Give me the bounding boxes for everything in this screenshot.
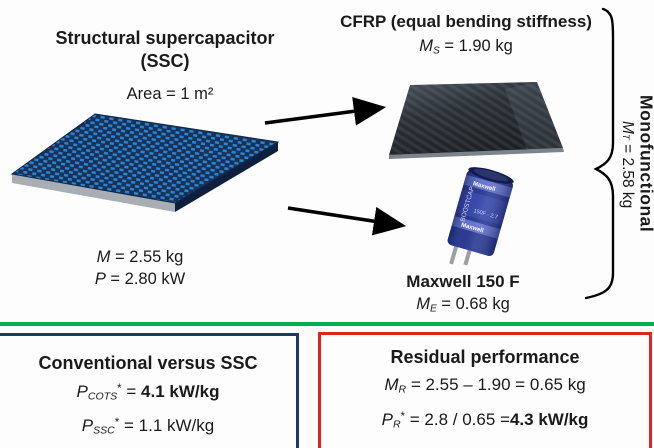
ssc-values: M = 2.55 kg P = 2.80 kW (40, 246, 240, 290)
ssc-area-label: Area = 1 m² (126, 85, 214, 103)
cfrp-mass: MS = 1.90 kg (419, 37, 513, 57)
ssc-title-line1: Structural supercapacitor (55, 28, 275, 48)
residual-performance-box: Residual performance MR = 2.55 – 1.90 = … (318, 332, 652, 448)
capacitor-mass: ME = 0.68 kg (416, 295, 510, 315)
cfrp-title: CFRP (equal bending stiffness) (340, 12, 592, 31)
total-mass-label: MT = 2.58 kg (619, 121, 636, 209)
ssc-mass: M = 2.55 kg (96, 248, 184, 266)
capacitor-image: Maxwell BOOSTCAP 150F - 2.7 Maxwell (447, 167, 514, 266)
residual-box-title: Residual performance (390, 347, 580, 367)
arrow-to-cfrp (264, 97, 387, 126)
ssc-plate-image (10, 113, 280, 212)
p-ssc-value: PSSC* = 1.1 kW/kg (81, 415, 215, 436)
green-divider-line (0, 322, 654, 326)
conventional-box-title: Conventional versus SSC (38, 353, 258, 373)
capacitor-title: Maxwell 150 F (406, 272, 520, 291)
residual-mass-equation: MR = 2.55 – 1.90 = 0.65 kg (384, 375, 586, 396)
conventional-comparison-box: Conventional versus SSC PCOTS* = 4.1 kW/… (0, 333, 299, 448)
grouping-brace (584, 7, 615, 300)
monofunctional-label: Monofunctional (636, 95, 654, 233)
ssc-power: P = 2.80 kW (94, 270, 186, 288)
residual-power-equation: PR* = 2.8 / 0.65 =4.3 kW/kg (381, 409, 589, 430)
cfrp-plate-image (389, 82, 564, 159)
arrow-to-capacitor (287, 206, 407, 236)
ssc-title-line2: (SSC) (140, 51, 190, 71)
ssc-title: Structural supercapacitor (SSC) (20, 27, 310, 73)
p-cots-value: PCOTS* = 4.1 kW/kg (76, 382, 220, 403)
